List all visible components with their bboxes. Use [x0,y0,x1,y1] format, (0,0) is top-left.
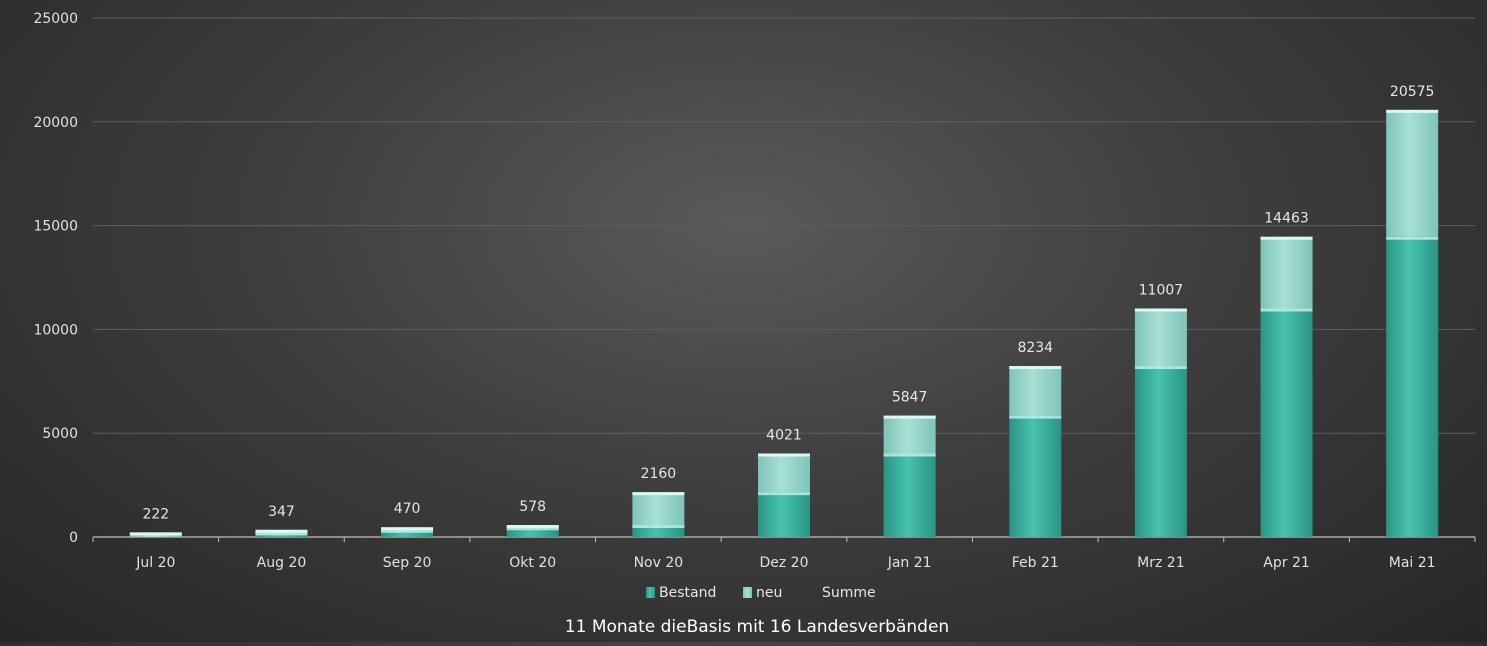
legend-swatch-bestand [646,587,655,598]
x-axis: Jul 20 Aug 20 Sep 20 Okt 20 Nov 20 Dez 20 Jan … [92,537,1476,571]
y-tick-label: 20000 [33,115,78,131]
bars [129,109,1439,538]
y-tick-label: 5000 [42,426,78,442]
bar-bestand-cap [1009,415,1062,419]
y-tick-label: 10000 [33,322,78,338]
bar-bestand [632,525,685,537]
bar-bestand-cap [758,492,810,496]
bar-neu-cap [381,527,434,531]
x-tick-label: Feb 21 [1012,555,1059,571]
bar-neu [758,453,810,493]
bar-neu-cap [1260,236,1313,240]
bar-neu-cap [758,453,810,457]
bar-neu [1386,109,1439,237]
bar-neu [1260,236,1313,309]
bar-bestand-cap [1386,236,1439,240]
bar-bestand [381,529,434,537]
legend-label-neu: neu [756,585,782,601]
x-tick-label: Jan 21 [887,555,932,571]
bar-neu [883,415,936,454]
bar-bestand-cap [381,529,434,533]
data-label-summe: 578 [519,499,546,515]
bar-bestand-cap [1134,366,1187,370]
bar-neu [1009,366,1062,416]
bar-neu-cap [883,415,936,419]
bar-neu-cap [1009,366,1062,370]
y-tick-label: 15000 [33,219,78,235]
bar-bestand [883,453,936,537]
data-label-summe: 8234 [1017,340,1053,356]
x-tick-label: Mai 21 [1389,555,1436,571]
bar-bestand [1134,366,1187,537]
data-label-summe: 20575 [1390,84,1435,100]
data-label-summe: 470 [394,501,421,517]
y-tick-label: 25000 [33,11,78,27]
bar-bestand [506,527,559,537]
bar-bestand-cap [883,453,936,457]
bar-bestand [1386,236,1439,538]
bar-neu [1134,308,1187,367]
data-label-summe: 222 [142,506,169,522]
bar-bestand-cap [255,532,308,536]
bar-neu-cap [1386,109,1439,113]
legend-label-summe: Summe [822,585,876,601]
y-axis: 0 5000 10000 15000 20000 25000 [33,11,78,546]
legend: Bestand neu Summe [646,585,876,601]
x-tick-label: Aug 20 [257,555,307,571]
gridlines [93,17,1475,434]
legend-swatch-neu [743,587,752,598]
x-tick-label: Jul 20 [135,555,175,571]
x-tick-label: Dez 20 [759,555,808,571]
bar-neu-cap [129,532,182,536]
bar-neu-cap [632,492,685,496]
legend-label-bestand: Bestand [659,585,716,601]
x-tick-label: Okt 20 [509,555,556,571]
bar-bestand [758,492,810,537]
bar-neu-cap [506,525,559,529]
bar-neu-cap [255,529,308,533]
y-tick-label: 0 [69,530,78,546]
x-tick-label: Apr 21 [1263,555,1309,571]
x-tick-label: Sep 20 [383,555,432,571]
data-label-summe: 4021 [766,428,802,444]
data-label-summe: 11007 [1139,282,1184,298]
bar-bestand-cap [1260,308,1313,312]
data-label-summe: 5847 [892,390,928,406]
bar-bestand [1260,308,1313,537]
bar-neu [632,492,685,526]
x-tick-label: Mrz 21 [1137,555,1184,571]
bar-neu-cap [1134,308,1187,312]
bar-bestand-cap [506,527,559,531]
data-label-summe: 14463 [1264,211,1309,227]
chart-caption: 11 Monate dieBasis mit 16 Landesverbände… [565,617,949,637]
x-tick-label: Nov 20 [634,555,684,571]
data-labels: 222 347 470 578 2160 4021 5847 8234 11007 14463 20… [142,84,1434,523]
data-label-summe: 2160 [641,466,677,482]
data-label-summe: 347 [268,504,295,520]
bar-bestand-cap [632,525,685,529]
bar-bestand [1009,415,1062,537]
